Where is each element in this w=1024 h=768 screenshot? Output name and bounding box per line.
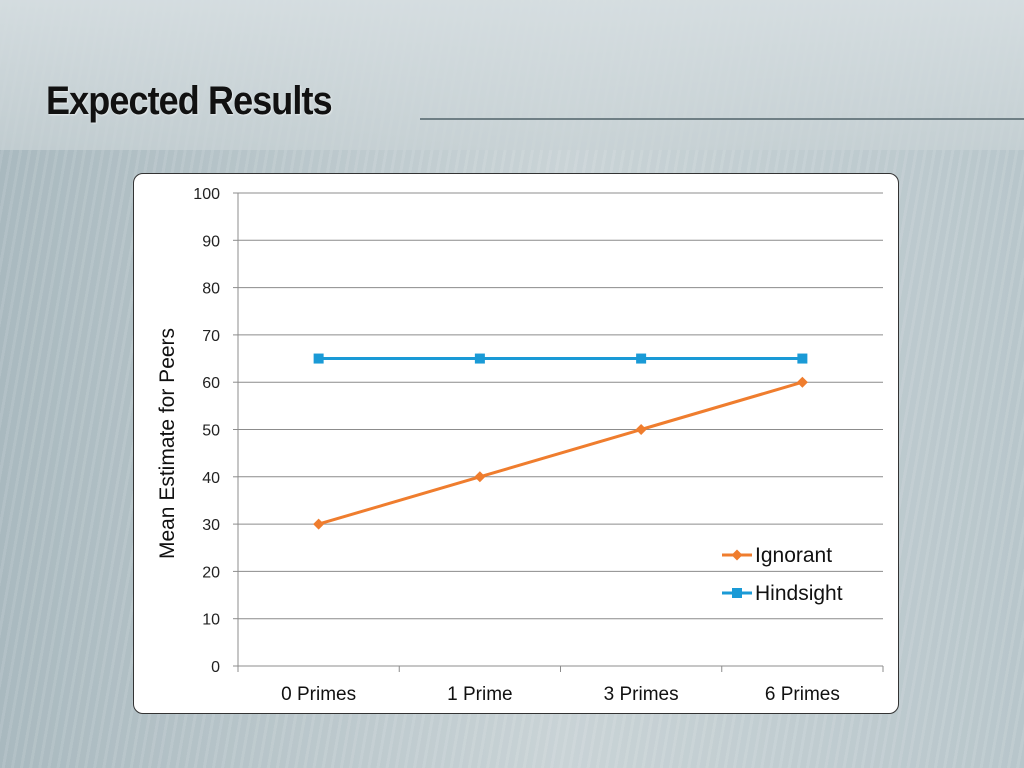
legend-swatch-marker — [731, 549, 743, 561]
y-tick-label: 10 — [202, 612, 220, 629]
data-point — [636, 353, 647, 364]
y-axis-label: Mean Estimate for Peers — [156, 328, 179, 559]
series-line — [318, 380, 803, 526]
series — [313, 353, 808, 530]
legend: Ignorant Hindsight — [722, 544, 843, 605]
y-tick-labels: 0 10 20 30 40 50 60 70 80 90 100 — [193, 186, 220, 676]
x-tick-labels: 0 Primes 1 Prime 3 Primes 6 Primes — [281, 684, 840, 705]
x-tick-label: 6 Primes — [765, 684, 840, 705]
title-band — [0, 0, 1024, 150]
y-tick-label: 100 — [193, 186, 220, 203]
axes — [233, 192, 884, 672]
data-point — [474, 353, 485, 364]
series-ignorant — [313, 376, 808, 530]
line-chart: 0 10 20 30 40 50 60 70 80 90 100 0 Primes 1 Prime 3 … — [156, 186, 884, 705]
legend-label: Hindsight — [755, 582, 843, 605]
x-tick-label: 0 Primes — [281, 684, 356, 705]
gridlines — [238, 192, 883, 620]
legend-item-hindsight: Hindsight — [722, 582, 843, 605]
legend-item-ignorant: Ignorant — [722, 544, 832, 567]
legend-swatch-marker — [732, 588, 742, 598]
y-tick-label: 70 — [202, 328, 220, 345]
y-tick-label: 90 — [202, 233, 220, 250]
legend-label: Ignorant — [755, 544, 832, 567]
data-point — [313, 518, 325, 530]
y-tick-label: 80 — [202, 281, 220, 298]
data-point — [796, 376, 808, 388]
data-point — [797, 353, 808, 364]
series-hindsight — [313, 353, 808, 364]
y-tick-label: 20 — [202, 564, 220, 581]
y-tick-label: 40 — [202, 470, 220, 487]
data-point — [474, 471, 486, 483]
chart-container: 0 10 20 30 40 50 60 70 80 90 100 0 Primes 1 Prime 3 … — [133, 173, 899, 714]
y-tick-label: 0 — [211, 659, 220, 676]
slide-title: Expected Results — [46, 79, 333, 123]
data-point — [635, 424, 647, 435]
y-tick-label: 30 — [202, 517, 220, 534]
title-underline — [420, 118, 1024, 120]
y-tick-label: 50 — [202, 423, 220, 440]
x-tick-label: 3 Primes — [604, 684, 679, 705]
x-tick-label: 1 Prime — [447, 684, 512, 705]
data-point — [313, 353, 324, 364]
y-tick-label: 60 — [202, 375, 220, 392]
